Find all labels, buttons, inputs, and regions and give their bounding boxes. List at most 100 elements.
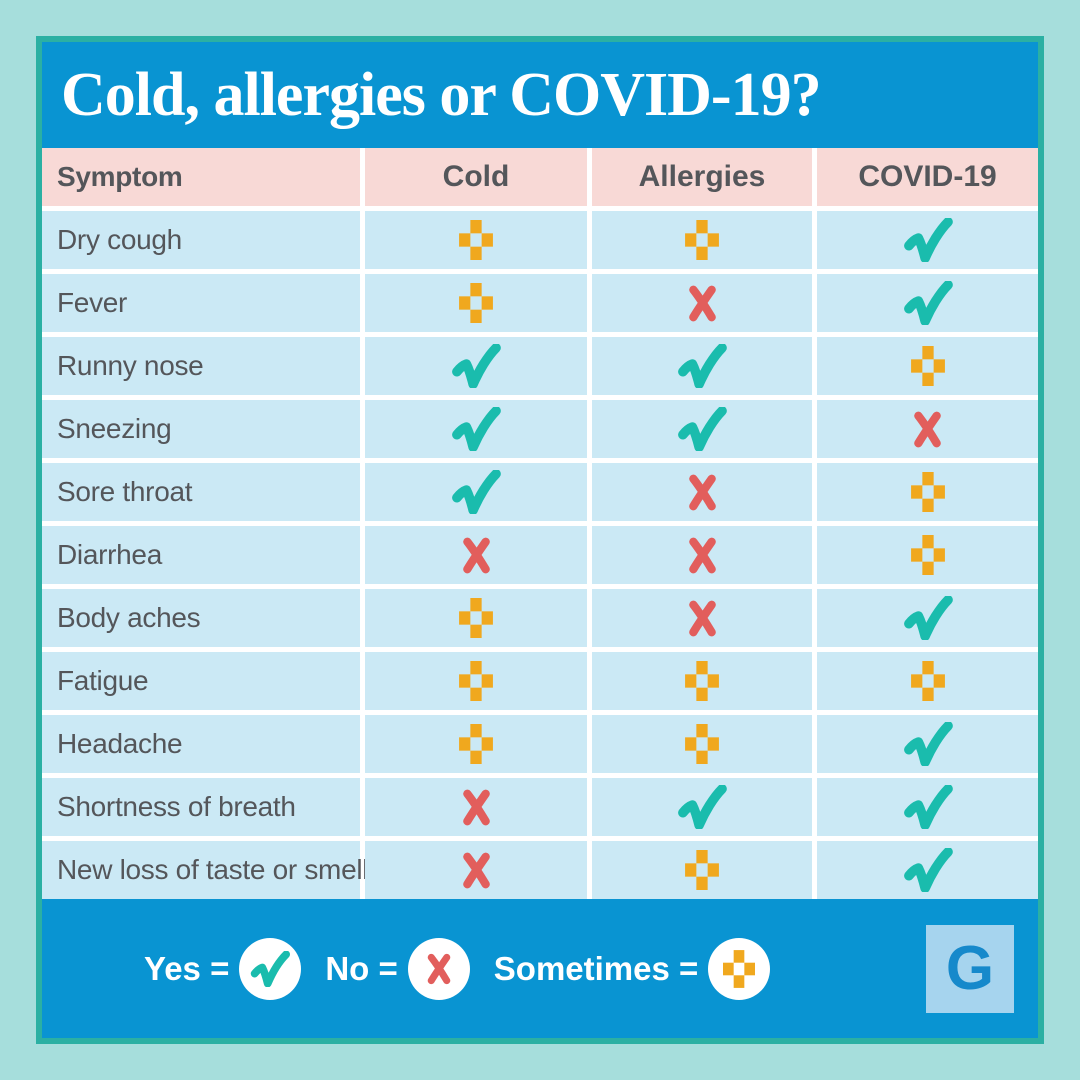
x-icon <box>688 537 716 573</box>
x-icon <box>688 285 716 321</box>
symptom-label: Diarrhea <box>42 526 360 584</box>
legend-item-sometimes: Sometimes = <box>493 937 771 1000</box>
symptom-label: Shortness of breath <box>42 778 360 836</box>
cold-value-cell <box>365 463 587 521</box>
symptom-label: Headache <box>42 715 360 773</box>
plus-icon <box>459 598 493 638</box>
check-icon <box>452 344 501 388</box>
plus-icon <box>685 724 719 764</box>
plus-icon <box>459 661 493 701</box>
allergies-value-cell <box>592 274 812 332</box>
legend-circle <box>708 937 771 1000</box>
legend-circle <box>407 937 470 1000</box>
check-icon <box>452 407 501 451</box>
symptom-label: New loss of taste or smell <box>42 841 369 899</box>
plus-icon <box>459 283 493 323</box>
cold-value-cell <box>365 337 587 395</box>
page-title: Cold, allergies or COVID-19? <box>61 60 822 129</box>
check-icon <box>678 344 727 388</box>
cold-value-cell <box>365 211 587 269</box>
covid19-value-cell <box>817 337 1038 395</box>
check-icon <box>903 848 953 892</box>
check-icon <box>903 281 953 325</box>
cold-value-cell <box>365 589 587 647</box>
cold-value-cell <box>365 400 587 458</box>
x-icon <box>914 411 941 447</box>
column-header-allergies: Allergies <box>592 148 812 206</box>
column-header-symptom: Symptom <box>42 148 360 206</box>
allergies-value-cell <box>592 715 812 773</box>
legend-label: No = <box>325 949 398 987</box>
legend-label: Yes = <box>144 949 230 987</box>
allergies-value-cell <box>592 463 812 521</box>
covid19-value-cell <box>817 778 1038 836</box>
covid19-value-cell <box>817 589 1038 647</box>
plus-icon <box>910 535 945 575</box>
allergies-value-cell <box>592 211 812 269</box>
check-icon <box>251 950 291 987</box>
symptom-label: Dry cough <box>42 211 360 269</box>
check-icon <box>903 596 953 640</box>
allergies-value-cell <box>592 652 812 710</box>
symptom-label: Fatigue <box>42 652 360 710</box>
column-header-cold: Cold <box>365 148 587 206</box>
allergies-value-cell <box>592 337 812 395</box>
legend-circle <box>239 937 302 1000</box>
x-icon <box>462 789 490 825</box>
legend-item-no: No = <box>325 937 470 1000</box>
covid19-value-cell <box>817 274 1038 332</box>
cold-value-cell <box>365 715 587 773</box>
legend-item-yes: Yes = <box>144 937 302 1000</box>
cold-value-cell <box>365 841 587 899</box>
x-icon <box>462 537 490 573</box>
plus-icon <box>723 949 756 988</box>
allergies-value-cell <box>592 589 812 647</box>
symptom-label: Sore throat <box>42 463 360 521</box>
plus-icon <box>910 472 945 512</box>
allergies-value-cell <box>592 526 812 584</box>
plus-icon <box>685 850 719 890</box>
symptom-label: Sneezing <box>42 400 360 458</box>
covid19-value-cell <box>817 715 1038 773</box>
plus-icon <box>459 724 493 764</box>
check-icon <box>903 218 953 262</box>
legend: Yes = No = Sometimes = <box>144 937 771 1000</box>
allergies-value-cell <box>592 778 812 836</box>
x-icon <box>462 852 490 888</box>
logo-letter: G <box>945 933 995 1003</box>
symptom-label: Runny nose <box>42 337 360 395</box>
covid19-value-cell <box>817 841 1038 899</box>
covid19-value-cell <box>817 211 1038 269</box>
x-icon <box>688 474 716 510</box>
symptom-label: Body aches <box>42 589 360 647</box>
plus-icon <box>685 220 719 260</box>
infographic-card: Cold, allergies or COVID-19? Symptom Cold… <box>36 36 1044 1044</box>
cold-value-cell <box>365 526 587 584</box>
cold-value-cell <box>365 652 587 710</box>
cold-value-cell <box>365 778 587 836</box>
check-icon <box>678 407 727 451</box>
plus-icon <box>459 220 493 260</box>
gannett-logo: G <box>926 924 1014 1013</box>
legend-footer: Yes = No = Sometimes = G <box>42 899 1038 1038</box>
plus-icon <box>910 346 945 386</box>
plus-icon <box>910 661 945 701</box>
check-icon <box>452 470 501 514</box>
allergies-value-cell <box>592 400 812 458</box>
covid19-value-cell <box>817 652 1038 710</box>
symptom-label: Fever <box>42 274 360 332</box>
column-header-covid-19: COVID-19 <box>817 148 1038 206</box>
cold-value-cell <box>365 274 587 332</box>
check-icon <box>678 785 727 829</box>
covid19-value-cell <box>817 526 1038 584</box>
title-bar: Cold, allergies or COVID-19? <box>42 42 1038 148</box>
check-icon <box>903 785 953 829</box>
legend-label: Sometimes = <box>493 949 699 987</box>
check-icon <box>903 722 953 766</box>
plus-icon <box>685 661 719 701</box>
covid19-value-cell <box>817 400 1038 458</box>
x-icon <box>688 600 716 636</box>
x-icon <box>427 953 451 984</box>
covid19-value-cell <box>817 463 1038 521</box>
